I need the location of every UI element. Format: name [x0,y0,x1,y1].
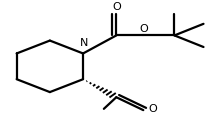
Text: O: O [139,24,148,34]
Text: N: N [80,38,88,48]
Text: O: O [148,104,157,114]
Text: O: O [112,2,121,12]
